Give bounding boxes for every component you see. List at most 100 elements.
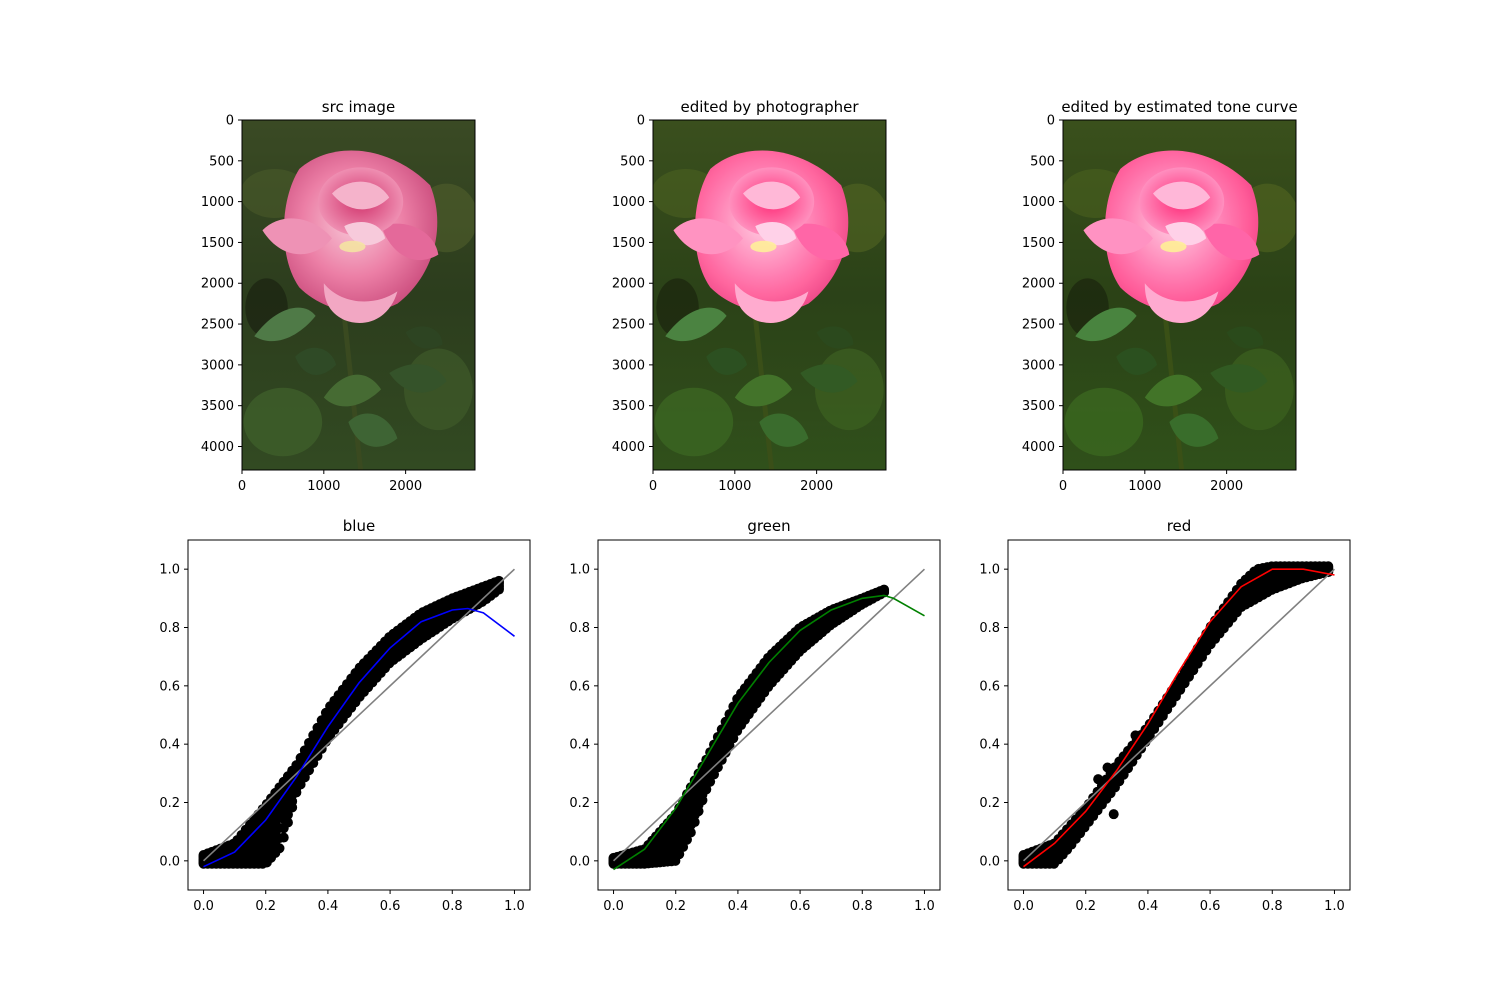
image-title: edited by estimated tone curve bbox=[1061, 98, 1297, 116]
y-tick-label: 1.0 bbox=[159, 563, 180, 578]
scatter-point bbox=[1102, 762, 1113, 773]
y-tick-label: 1.0 bbox=[979, 563, 1000, 578]
y-tick-label: 500 bbox=[1030, 154, 1055, 169]
x-tick-label: 0 bbox=[238, 479, 246, 494]
x-tick-label: 1000 bbox=[1128, 479, 1161, 494]
y-tick-label: 4000 bbox=[612, 440, 645, 455]
x-tick-label: 0.4 bbox=[1138, 899, 1159, 914]
tone-curve bbox=[203, 607, 515, 868]
rose-photo bbox=[240, 120, 477, 470]
x-tick-label: 0.6 bbox=[380, 899, 401, 914]
chart-blue: blue 0.0 0.2 0.4 0.6 0.8 1.0 0.0 0.2 0.4 0.6 0.8 1.0 bbox=[159, 517, 531, 914]
scatter-point bbox=[282, 817, 293, 828]
axes-frame bbox=[597, 539, 941, 891]
x-tick-label: 0 bbox=[1059, 479, 1067, 494]
y-tick-label: 0.0 bbox=[569, 854, 590, 869]
x-tick-label: 2000 bbox=[800, 479, 833, 494]
rose-photo bbox=[1061, 120, 1298, 470]
x-tick-label: 0.0 bbox=[1013, 899, 1034, 914]
y-tick-label: 0.6 bbox=[159, 679, 180, 694]
y-tick-label: 0.4 bbox=[979, 738, 1000, 753]
y-tick-label: 1500 bbox=[201, 236, 234, 251]
image-title: edited by photographer bbox=[680, 98, 859, 116]
image-frame bbox=[652, 119, 887, 471]
image-panel-2: edited by photographer 0 1000 2000 0 500 1000 1… bbox=[612, 98, 888, 494]
y-tick-label: 3500 bbox=[612, 399, 645, 414]
chart-title: green bbox=[747, 517, 790, 535]
y-tick-label: 3500 bbox=[1022, 399, 1055, 414]
chart-title: red bbox=[1167, 517, 1192, 535]
x-tick-label: 0.4 bbox=[318, 899, 339, 914]
axes-frame bbox=[1007, 539, 1351, 891]
y-tick-label: 4000 bbox=[1022, 440, 1055, 455]
x-tick-label: 0.2 bbox=[1075, 899, 1096, 914]
x-tick-label: 0.8 bbox=[1262, 899, 1283, 914]
y-tick-label: 0 bbox=[637, 114, 645, 129]
x-tick-label: 1.0 bbox=[1324, 899, 1345, 914]
y-tick-label: 0.6 bbox=[979, 679, 1000, 694]
y-tick-label: 0.8 bbox=[159, 621, 180, 636]
chart-green: green 0.0 0.2 0.4 0.6 0.8 1.0 0.0 0.2 0.4 0.6 0.8 1.… bbox=[569, 517, 941, 914]
scatter-point bbox=[1130, 730, 1141, 741]
scatter-point bbox=[685, 827, 696, 838]
x-tick-label: 1000 bbox=[307, 479, 340, 494]
rose-photo bbox=[651, 120, 888, 470]
y-tick-label: 2000 bbox=[1022, 277, 1055, 292]
image-frame bbox=[1062, 119, 1297, 471]
scatter-point bbox=[282, 809, 293, 820]
scatter-point bbox=[879, 584, 890, 595]
y-tick-label: 2500 bbox=[612, 318, 645, 333]
x-tick-label: 0.6 bbox=[1200, 899, 1221, 914]
axes-frame bbox=[187, 539, 531, 891]
y-tick-label: 2000 bbox=[612, 277, 645, 292]
y-tick-label: 3500 bbox=[201, 399, 234, 414]
y-tick-label: 0.0 bbox=[979, 854, 1000, 869]
image-panel-3: edited by estimated tone curve 0 1000 2000 0… bbox=[1022, 98, 1298, 494]
y-tick-label: 0.6 bbox=[569, 679, 590, 694]
y-tick-label: 4000 bbox=[201, 440, 234, 455]
x-tick-label: 2000 bbox=[389, 479, 422, 494]
y-tick-label: 0.0 bbox=[159, 854, 180, 869]
y-tick-label: 3000 bbox=[201, 358, 234, 373]
tone-curve bbox=[613, 594, 925, 871]
identity-line bbox=[612, 568, 926, 862]
scatter-points bbox=[198, 575, 504, 869]
y-tick-label: 2000 bbox=[201, 277, 234, 292]
x-tick-label: 1.0 bbox=[504, 899, 525, 914]
x-tick-label: 0 bbox=[649, 479, 657, 494]
y-tick-label: 1000 bbox=[201, 195, 234, 210]
y-tick-label: 500 bbox=[209, 154, 234, 169]
x-tick-label: 0.0 bbox=[193, 899, 214, 914]
chart-red: red 0.0 0.2 0.4 0.6 0.8 1.0 0.0 0.2 0.4 0.6 0.8 1.0 bbox=[979, 517, 1351, 914]
y-tick-label: 1500 bbox=[1022, 236, 1055, 251]
y-tick-label: 0.2 bbox=[569, 796, 590, 811]
scatter-point bbox=[1323, 561, 1334, 572]
y-tick-label: 1500 bbox=[612, 236, 645, 251]
y-tick-label: 0 bbox=[226, 114, 234, 129]
scatter-point bbox=[1108, 809, 1119, 820]
scatter-point bbox=[278, 832, 289, 843]
y-tick-label: 1000 bbox=[612, 195, 645, 210]
y-tick-label: 2500 bbox=[1022, 318, 1055, 333]
y-tick-label: 0.4 bbox=[159, 738, 180, 753]
y-tick-label: 0.2 bbox=[979, 796, 1000, 811]
y-tick-label: 3000 bbox=[1022, 358, 1055, 373]
y-tick-label: 0.8 bbox=[569, 621, 590, 636]
y-tick-label: 0.8 bbox=[979, 621, 1000, 636]
image-panel-1: src image 0 1000 2000 0 500 1000 1500 2000 2500 30… bbox=[201, 98, 477, 494]
image-frame bbox=[241, 119, 476, 471]
x-tick-label: 0.6 bbox=[790, 899, 811, 914]
x-tick-label: 0.4 bbox=[728, 899, 749, 914]
x-tick-label: 0.0 bbox=[603, 899, 624, 914]
x-tick-label: 1000 bbox=[718, 479, 751, 494]
y-tick-label: 500 bbox=[620, 154, 645, 169]
scatter-point bbox=[689, 817, 700, 828]
y-tick-label: 0.2 bbox=[159, 796, 180, 811]
scatter-point bbox=[1093, 774, 1104, 785]
y-tick-label: 3000 bbox=[612, 358, 645, 373]
scatter-point bbox=[493, 575, 504, 586]
x-tick-label: 0.2 bbox=[255, 899, 276, 914]
y-tick-label: 1.0 bbox=[569, 563, 590, 578]
identity-line bbox=[202, 568, 516, 862]
